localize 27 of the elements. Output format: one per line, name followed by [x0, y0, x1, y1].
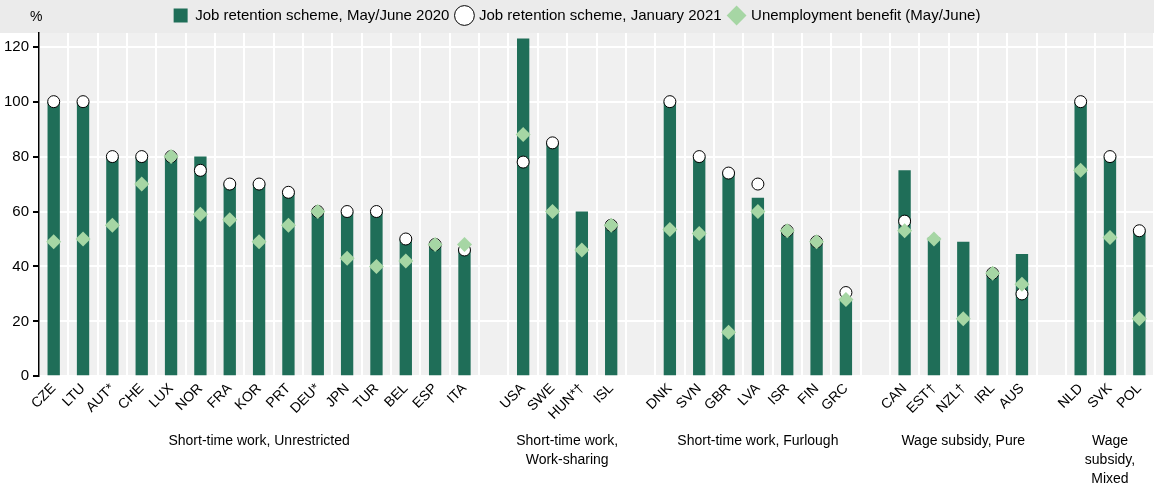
text: Short-time work, Unrestricted: [168, 432, 350, 449]
y-tick-label: 100: [4, 91, 30, 109]
legend-label: Job retention scheme, January 2021: [478, 5, 722, 23]
text: Wage subsidy, Pure: [901, 432, 1026, 449]
legend-label: Job retention scheme, May/June 2020: [195, 5, 450, 23]
y-tick-label: 0: [20, 366, 30, 384]
y-tick-label: 120: [4, 36, 30, 54]
y-tick-label: 80: [12, 146, 30, 164]
x-tick-label: BEL: [380, 379, 411, 410]
x-tick-label: TUR: [349, 379, 382, 412]
x-tick-label: ISR: [764, 379, 793, 408]
x-tick-label: IRL: [970, 379, 998, 407]
text: Wage subsidy, Mixed: [1084, 432, 1136, 487]
x-tick-label: LVA: [734, 379, 764, 409]
text: Short-time work, Furlough: [677, 432, 839, 449]
y-tick-label: 20: [12, 311, 30, 329]
x-tick-label: ISL: [589, 379, 617, 406]
legend-label: Unemployment benefit (May/June): [751, 5, 981, 23]
x-tick-label: POL: [1113, 379, 1145, 411]
y-tick-label: 60: [12, 201, 30, 219]
text: Short-time work, Work-sharing: [516, 432, 619, 468]
x-tick-label: ITA: [443, 379, 470, 406]
x-tick-label: USA: [496, 379, 529, 412]
x-tick-label: FIN: [794, 379, 822, 408]
y-tick-label: 40: [12, 256, 30, 274]
y-axis-title: %: [30, 7, 43, 24]
x-tick-label: LTU: [58, 379, 88, 410]
